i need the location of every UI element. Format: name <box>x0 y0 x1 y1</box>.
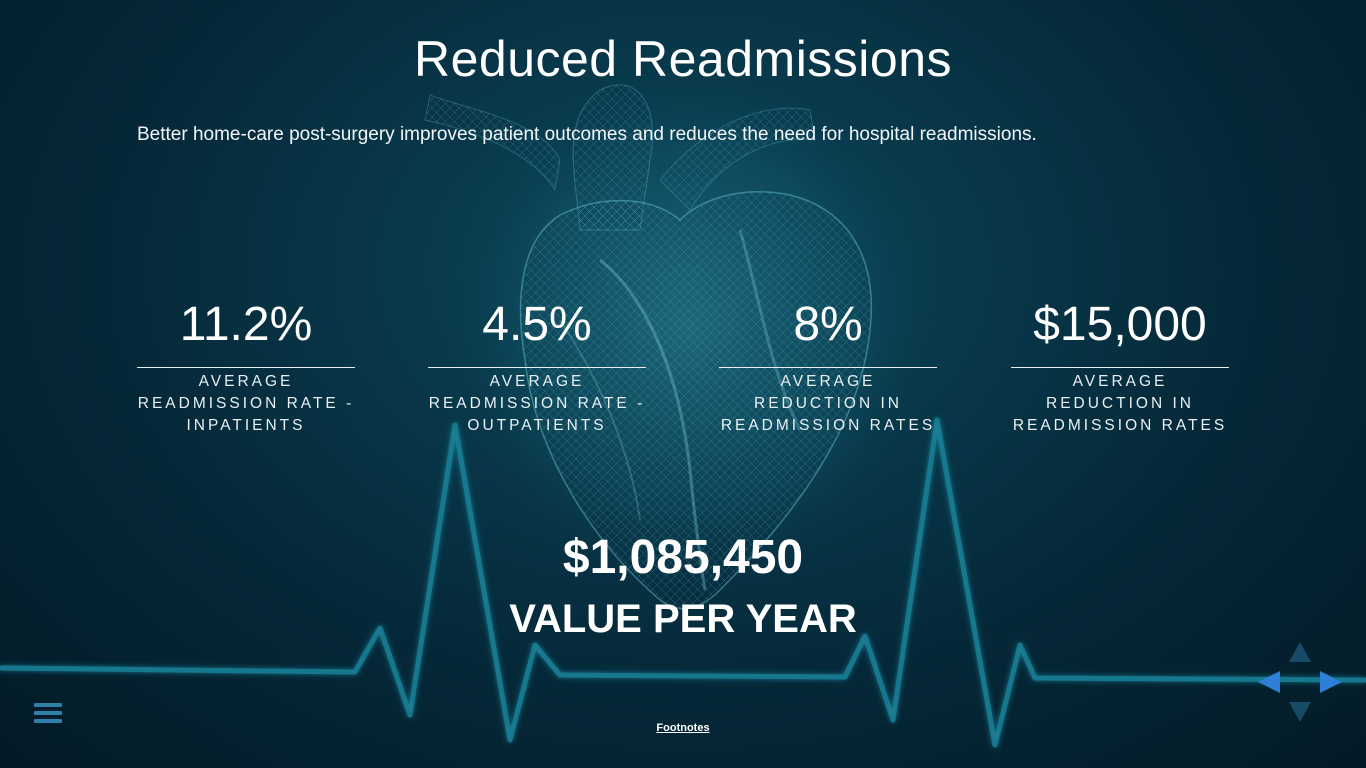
stat-inpatient-readmission: 11.2% AVERAGE READMISSION RATE - INPATIE… <box>137 295 355 437</box>
footnotes-link[interactable]: Footnotes <box>656 722 710 734</box>
page-title: Reduced Readmissions <box>413 31 953 87</box>
hamburger-menu-icon[interactable] <box>34 703 62 727</box>
stat-divider <box>137 367 355 368</box>
page-subtitle: Better home-care post-surgery improves p… <box>137 124 1037 145</box>
arrow-left-icon[interactable] <box>1258 671 1280 693</box>
stat-value: 4.5% <box>482 298 592 351</box>
stat-label: AVERAGE REDUCTION IN READMISSION RATES <box>1012 373 1228 434</box>
stat-outpatient-readmission: 4.5% AVERAGE READMISSION RATE - OUTPATIE… <box>428 295 646 437</box>
heart-wireframe-icon <box>424 70 930 610</box>
stat-value: $15,000 <box>1033 298 1207 351</box>
arrow-right-icon[interactable] <box>1320 671 1342 693</box>
stat-label: AVERAGE READMISSION RATE - OUTPATIENTS <box>428 373 646 434</box>
total-label: VALUE PER YEAR <box>509 597 857 641</box>
total-value: $1,085,450 <box>562 531 804 584</box>
ecg-line <box>0 417 1366 748</box>
arrow-down-icon[interactable] <box>1289 702 1311 722</box>
stat-label: AVERAGE REDUCTION IN READMISSION RATES <box>720 373 936 434</box>
stat-divider <box>1011 367 1229 368</box>
stat-value: 8% <box>793 298 863 351</box>
arrow-up-icon[interactable] <box>1289 642 1311 662</box>
stat-divider <box>428 367 646 368</box>
stat-value: 11.2% <box>179 298 313 351</box>
stat-divider <box>719 367 937 368</box>
stat-reduction-rate: 8% AVERAGE REDUCTION IN READMISSION RATE… <box>719 295 937 437</box>
stat-reduction-value: $15,000 AVERAGE REDUCTION IN READMISSION… <box>1011 295 1229 437</box>
stat-label: AVERAGE READMISSION RATE - INPATIENTS <box>137 373 355 434</box>
